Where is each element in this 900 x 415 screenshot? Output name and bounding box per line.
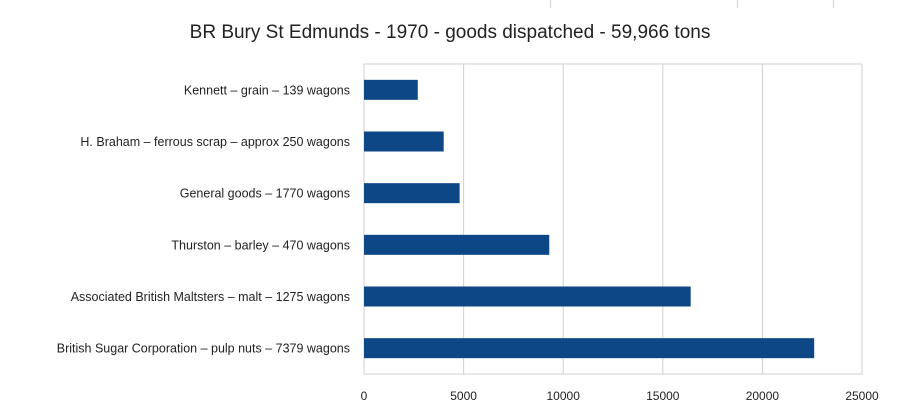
chart-title: BR Bury St Edmunds - 1970 - goods dispat… [189,22,711,43]
bars [364,79,815,359]
gridlines [363,63,863,375]
category-label: Thurston – barley – 470 wagons [171,238,350,252]
category-label: Associated British Maltsters – malt – 12… [71,290,350,304]
bar [364,286,691,307]
category-labels: Kennett – grain – 139 wagons H. Braham – … [57,83,350,355]
bar [364,131,444,152]
category-label: H. Braham – ferrous scrap – approx 250 w… [80,135,350,149]
bar [364,79,418,100]
x-tick-label: 10000 [547,389,581,403]
bar [364,183,460,204]
bar [364,234,550,255]
x-tick-label: 5000 [450,389,477,403]
top-frame-fragment [550,0,551,8]
x-tick-label: 25000 [845,389,879,403]
x-tick-label: 20000 [746,389,780,403]
top-frame-fragment [833,0,834,8]
category-label: General goods – 1770 wagons [180,187,350,201]
x-tick-label: 15000 [646,389,680,403]
top-frame-fragment [737,0,738,8]
plot-area-border [363,63,863,375]
x-tick-labels: 0 5000 10000 15000 20000 25000 [361,389,879,403]
category-label: British Sugar Corporation – pulp nuts – … [57,342,350,356]
category-label: Kennett – grain – 139 wagons [184,83,350,97]
bar [364,338,815,359]
x-tick-label: 0 [361,389,368,403]
